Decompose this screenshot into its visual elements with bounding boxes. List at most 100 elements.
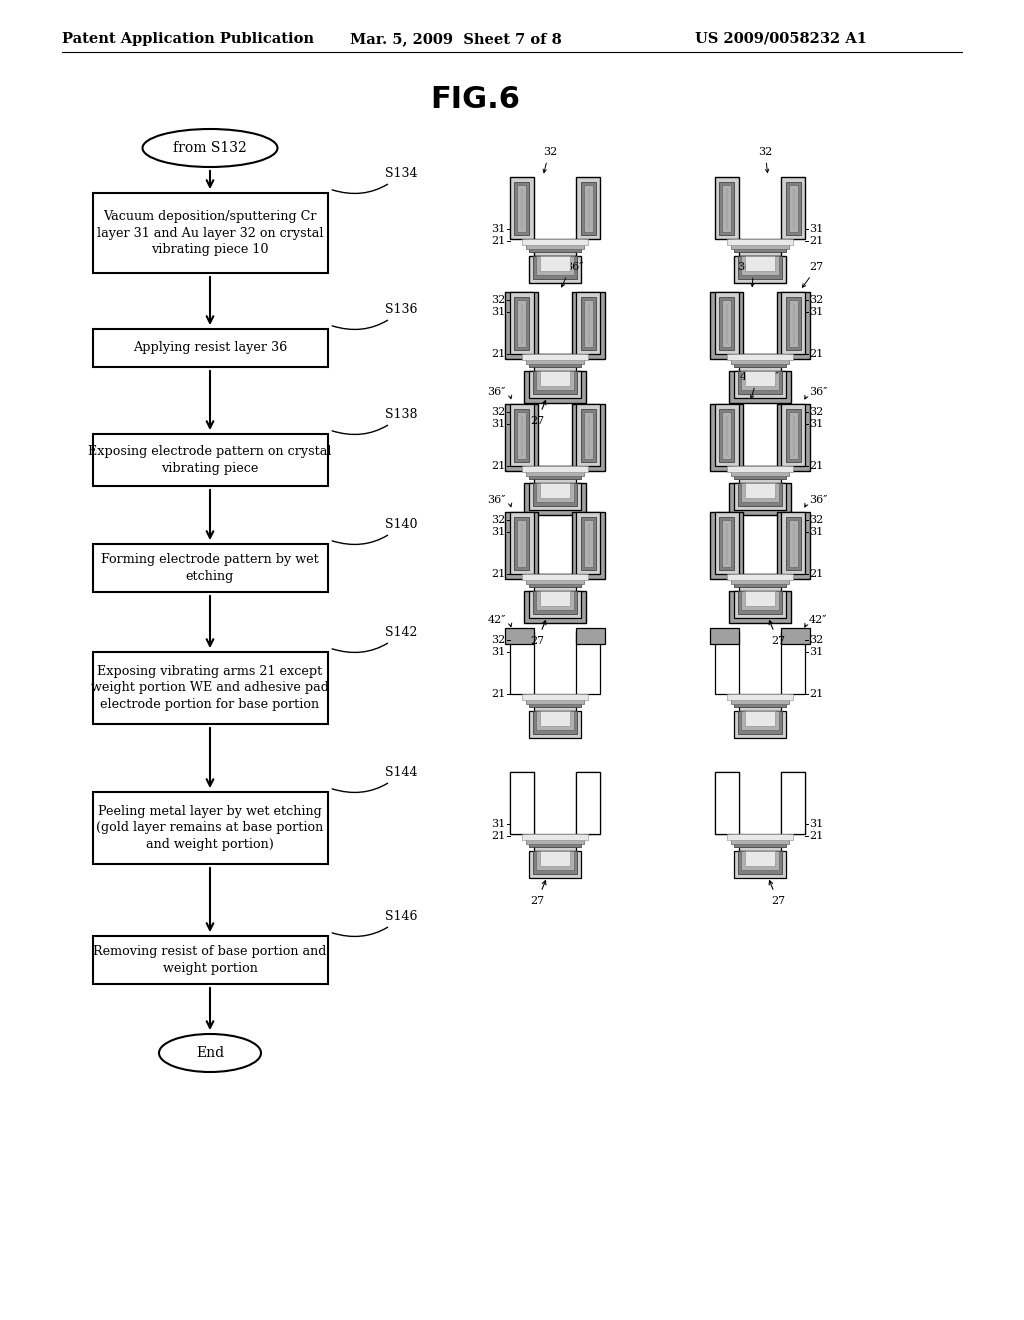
Text: 21: 21	[492, 350, 506, 359]
Text: 42″: 42″	[487, 615, 506, 626]
Bar	[785, 297, 801, 350]
Text: 32: 32	[809, 408, 823, 417]
Bar	[731, 354, 788, 364]
Text: 21: 21	[492, 832, 506, 841]
Bar	[526, 834, 584, 843]
Bar	[534, 256, 577, 279]
Bar	[745, 851, 775, 866]
Bar	[734, 239, 785, 252]
Text: 31: 31	[809, 224, 823, 234]
Bar	[727, 694, 793, 700]
Bar	[738, 834, 781, 851]
Text: Exposing electrode pattern on crystal
vibrating piece: Exposing electrode pattern on crystal vi…	[88, 445, 332, 475]
Bar	[522, 354, 588, 360]
Bar	[745, 711, 775, 726]
Bar	[571, 404, 605, 471]
Bar	[577, 632, 600, 694]
Bar	[710, 628, 738, 644]
Text: 27: 27	[809, 263, 823, 272]
Bar	[731, 694, 788, 704]
Bar	[514, 776, 529, 830]
Bar	[738, 711, 782, 734]
Bar	[745, 371, 775, 387]
Bar	[731, 239, 788, 248]
Text: 36″: 36″	[809, 388, 827, 397]
Text: S138: S138	[332, 408, 418, 434]
Text: Forming electrode pattern by wet
etching: Forming electrode pattern by wet etching	[101, 553, 318, 582]
Bar	[715, 512, 738, 574]
Bar	[577, 512, 600, 574]
Bar	[741, 371, 778, 391]
Bar	[526, 694, 584, 704]
Bar	[577, 772, 600, 834]
Bar	[710, 512, 743, 579]
Bar	[781, 772, 805, 834]
Bar	[729, 591, 791, 623]
Text: 31: 31	[809, 420, 823, 429]
Bar	[541, 483, 569, 499]
Bar	[526, 466, 584, 475]
Bar	[781, 632, 805, 694]
Bar	[741, 711, 778, 730]
Text: US 2009/0058232 A1: US 2009/0058232 A1	[695, 32, 867, 46]
Bar	[534, 371, 577, 393]
Bar	[741, 256, 778, 276]
Text: 32: 32	[492, 515, 506, 525]
Bar	[529, 239, 581, 252]
Bar	[729, 371, 791, 403]
Text: Patent Application Publication: Patent Application Publication	[62, 32, 314, 46]
Bar	[534, 483, 577, 506]
Bar	[738, 239, 781, 256]
Text: 32: 32	[809, 635, 823, 645]
Bar	[534, 851, 577, 874]
Bar	[539, 466, 571, 488]
Bar	[727, 239, 793, 246]
Text: 31: 31	[492, 224, 506, 234]
Bar	[537, 851, 573, 870]
Bar	[510, 293, 534, 354]
Bar	[734, 834, 785, 847]
Text: 27: 27	[771, 896, 785, 906]
Bar	[715, 772, 738, 834]
Bar	[528, 483, 582, 510]
Bar	[539, 354, 571, 376]
Bar	[528, 256, 582, 282]
Bar	[522, 574, 588, 579]
Text: from S132: from S132	[173, 141, 247, 154]
Bar	[734, 483, 786, 510]
Bar	[731, 574, 788, 583]
Text: 36″: 36″	[809, 495, 827, 506]
Bar	[505, 628, 534, 644]
Bar	[524, 483, 586, 515]
Bar	[514, 409, 529, 462]
Bar	[719, 182, 734, 235]
Bar	[738, 574, 781, 591]
Bar	[719, 409, 734, 462]
Bar	[534, 466, 577, 483]
Bar	[514, 297, 529, 350]
Bar	[734, 354, 785, 367]
Bar	[734, 466, 785, 479]
Text: 31: 31	[492, 647, 506, 657]
Bar	[738, 256, 782, 279]
Bar	[723, 520, 731, 566]
Bar	[529, 574, 581, 587]
Bar	[537, 483, 573, 503]
Text: S140: S140	[332, 517, 418, 544]
Text: End: End	[196, 1045, 224, 1060]
Bar	[541, 371, 569, 387]
Text: Mar. 5, 2009  Sheet 7 of 8: Mar. 5, 2009 Sheet 7 of 8	[350, 32, 562, 46]
Bar	[745, 256, 775, 272]
Bar	[534, 591, 577, 614]
Bar	[584, 185, 593, 231]
Bar	[788, 300, 798, 347]
Text: Removing resist of base portion and
weight portion: Removing resist of base portion and weig…	[93, 945, 327, 974]
Bar	[785, 182, 801, 235]
Bar	[781, 628, 810, 644]
Text: S142: S142	[332, 626, 418, 652]
Bar	[577, 177, 600, 239]
Text: 31: 31	[492, 528, 506, 537]
Bar	[92, 544, 328, 591]
Bar	[741, 851, 778, 870]
Bar	[776, 512, 810, 579]
